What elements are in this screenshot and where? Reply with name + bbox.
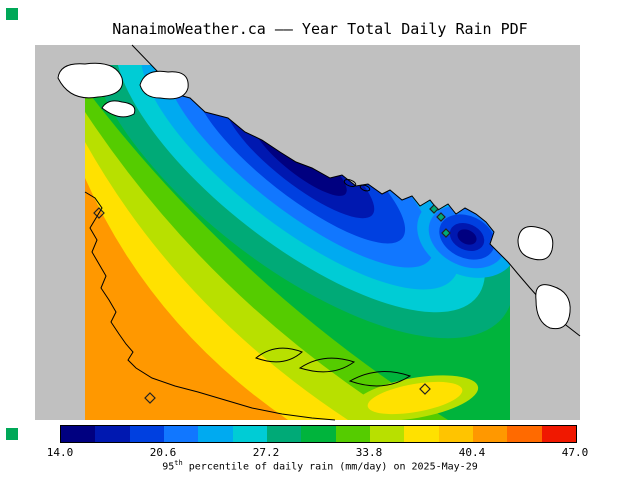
colorbar-tick-label: 20.6 <box>149 446 177 459</box>
colorbar-segment <box>507 426 542 442</box>
corner-marks <box>6 8 18 440</box>
station-diamond-marker <box>93 207 105 219</box>
contour-band <box>367 381 463 415</box>
colorbar-tick-label: 40.4 <box>458 446 486 459</box>
colorbar <box>60 425 577 443</box>
island-patch-northwest-3 <box>101 100 136 118</box>
island-patch-northwest-2 <box>139 70 189 100</box>
colorbar-segment <box>369 426 405 442</box>
corner-square-mark <box>6 8 18 20</box>
small-island-outline-1 <box>343 179 357 187</box>
station-diamond-marker <box>436 212 446 222</box>
caption-base: 95 <box>162 461 175 473</box>
island-patch-east-2 <box>535 284 571 330</box>
small-island-outline-2 <box>359 184 371 192</box>
colorbar-segment <box>95 426 130 442</box>
island-patch-east-1 <box>517 226 554 261</box>
colorbar-segment <box>163 426 199 442</box>
contour-patch-bands <box>351 375 479 420</box>
gulf-island-outline-3 <box>348 371 412 387</box>
station-diamond-marker <box>429 204 439 214</box>
colorbar-tick-label: 14.0 <box>46 446 74 459</box>
vancouver-island-coastline <box>84 191 336 421</box>
colorbar-segment <box>438 426 473 442</box>
colorbar-segment <box>541 426 576 442</box>
island-patch-northwest-1 <box>57 62 123 99</box>
colorbar-segment <box>129 426 164 442</box>
colorbar-segment <box>335 426 370 442</box>
colorbar-tick-labels: 14.0 20.6 27.2 33.8 40.4 47.0 <box>47 446 589 459</box>
colorbar-segment <box>232 426 267 442</box>
station-markers <box>93 204 451 404</box>
colorbar-segment <box>301 426 336 442</box>
station-diamond-marker <box>144 392 156 404</box>
gulf-island-outline-2 <box>298 357 356 373</box>
corner-square-mark <box>6 428 18 440</box>
caption-superscript: th <box>174 459 183 467</box>
colorbar-segment <box>266 426 302 442</box>
caption-rest: percentile of daily rain (mm/day) on 202… <box>182 461 478 473</box>
mainland-landmass <box>132 45 580 336</box>
chart-title: NanaimoWeather.ca —— Year Total Daily Ra… <box>112 20 528 38</box>
station-diamond-marker <box>419 383 431 395</box>
colorbar-segment <box>198 426 233 442</box>
mainland-coastline <box>131 44 581 337</box>
contour-band <box>457 229 477 245</box>
colorbar-tick-label: 33.8 <box>355 446 383 459</box>
gulf-island-outline-1 <box>254 347 303 363</box>
colorbar-tick-label: 47.0 <box>561 446 589 459</box>
colorbar-segment <box>472 426 508 442</box>
colorbar-segment <box>404 426 439 442</box>
colorbar-tick-label: 27.2 <box>252 446 280 459</box>
colorbar-segment <box>61 426 96 442</box>
chart-caption: 95th percentile of daily rain (mm/day) o… <box>0 459 640 472</box>
station-diamond-marker <box>441 228 451 238</box>
